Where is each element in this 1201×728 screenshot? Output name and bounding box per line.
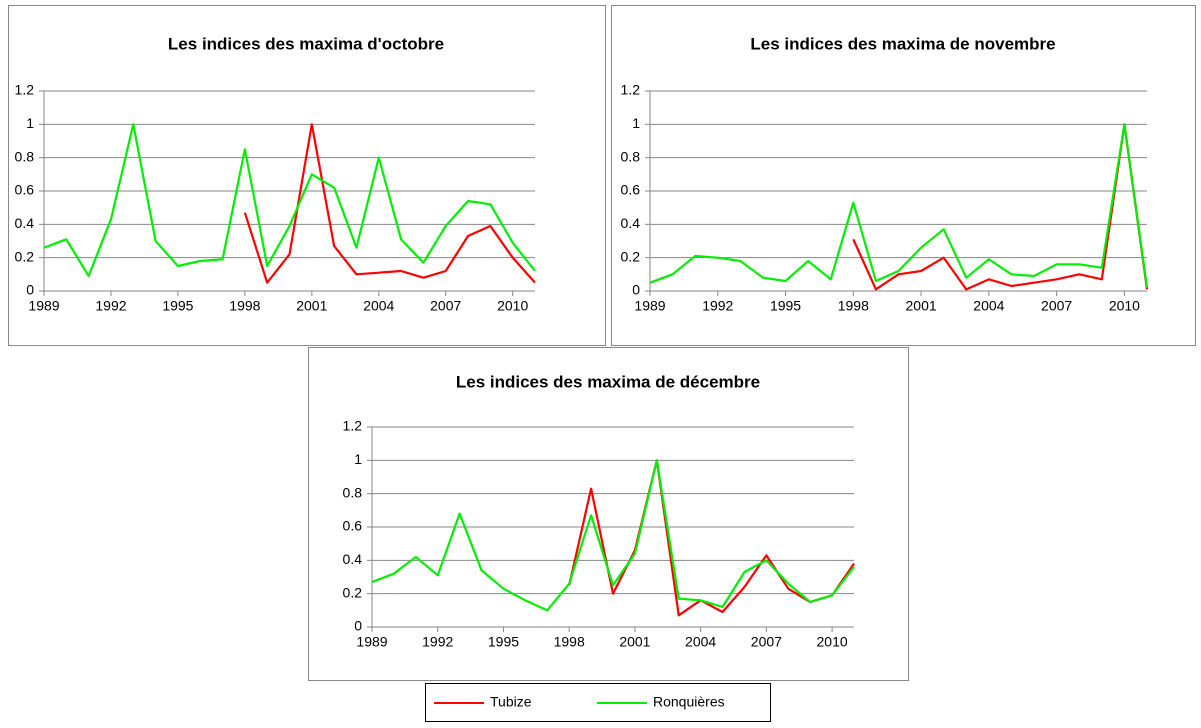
x-tick-label: 2010: [1109, 298, 1140, 314]
y-tick-label: 0.4: [15, 215, 35, 231]
y-tick-label: 0: [632, 282, 640, 298]
legend-label: Ronquières: [653, 694, 725, 710]
y-tick-label: 0.6: [621, 182, 641, 198]
series-line: [852, 123, 1149, 291]
x-tick-label: 1989: [634, 298, 665, 314]
y-tick-label: 1: [26, 115, 34, 131]
x-tick-label: 1992: [702, 298, 733, 314]
series-line: [649, 123, 1149, 288]
y-tick-label: 0.4: [621, 215, 641, 231]
y-tick-label: 1: [632, 115, 640, 131]
chart-title: Les indices des maxima de décembre: [456, 372, 760, 391]
y-tick-label: 0.8: [343, 484, 363, 500]
y-tick-label: 0.6: [343, 518, 363, 534]
series-line: [43, 123, 536, 278]
x-tick-label: 1995: [488, 634, 519, 650]
y-tick-label: 0: [26, 282, 34, 298]
x-tick-label: 1992: [422, 634, 453, 650]
y-tick-label: 1: [354, 451, 362, 467]
x-tick-label: 1992: [95, 298, 126, 314]
x-tick-label: 1995: [162, 298, 193, 314]
x-tick-label: 2004: [685, 634, 716, 650]
y-tick-label: 1.2: [15, 82, 35, 98]
x-tick-label: 1989: [356, 634, 387, 650]
y-tick-label: 0.2: [15, 248, 35, 264]
y-tick-label: 0.4: [343, 551, 363, 567]
y-tick-label: 0: [354, 618, 362, 634]
series-line: [243, 123, 536, 284]
x-tick-label: 1998: [229, 298, 260, 314]
x-tick-label: 2007: [1041, 298, 1072, 314]
x-tick-label: 1989: [28, 298, 59, 314]
chart-frame: [611, 5, 1196, 346]
x-tick-label: 1998: [838, 298, 869, 314]
chart-title: Les indices des maxima d'octobre: [168, 34, 444, 53]
x-tick-label: 2001: [296, 298, 327, 314]
y-tick-label: 0.6: [15, 182, 35, 198]
y-tick-label: 1.2: [343, 418, 363, 434]
x-tick-label: 2001: [906, 298, 937, 314]
x-tick-label: 2007: [751, 634, 782, 650]
chart-frame: [308, 347, 909, 681]
x-tick-label: 2010: [497, 298, 528, 314]
y-tick-label: 1.2: [621, 82, 641, 98]
x-tick-label: 2001: [619, 634, 650, 650]
x-tick-label: 2007: [430, 298, 461, 314]
x-tick-label: 2004: [973, 298, 1004, 314]
y-tick-label: 0.2: [343, 584, 363, 600]
x-tick-label: 2010: [817, 634, 848, 650]
y-tick-label: 0.8: [15, 148, 35, 164]
chart-frame: [8, 5, 606, 346]
x-tick-label: 2004: [363, 298, 394, 314]
y-tick-label: 0.8: [621, 148, 641, 164]
chart-title: Les indices des maxima de novembre: [750, 34, 1055, 53]
series-line: [371, 459, 855, 612]
y-tick-label: 0.2: [621, 248, 641, 264]
x-tick-label: 1998: [554, 634, 585, 650]
legend-label: Tubize: [490, 694, 532, 710]
x-tick-label: 1995: [770, 298, 801, 314]
